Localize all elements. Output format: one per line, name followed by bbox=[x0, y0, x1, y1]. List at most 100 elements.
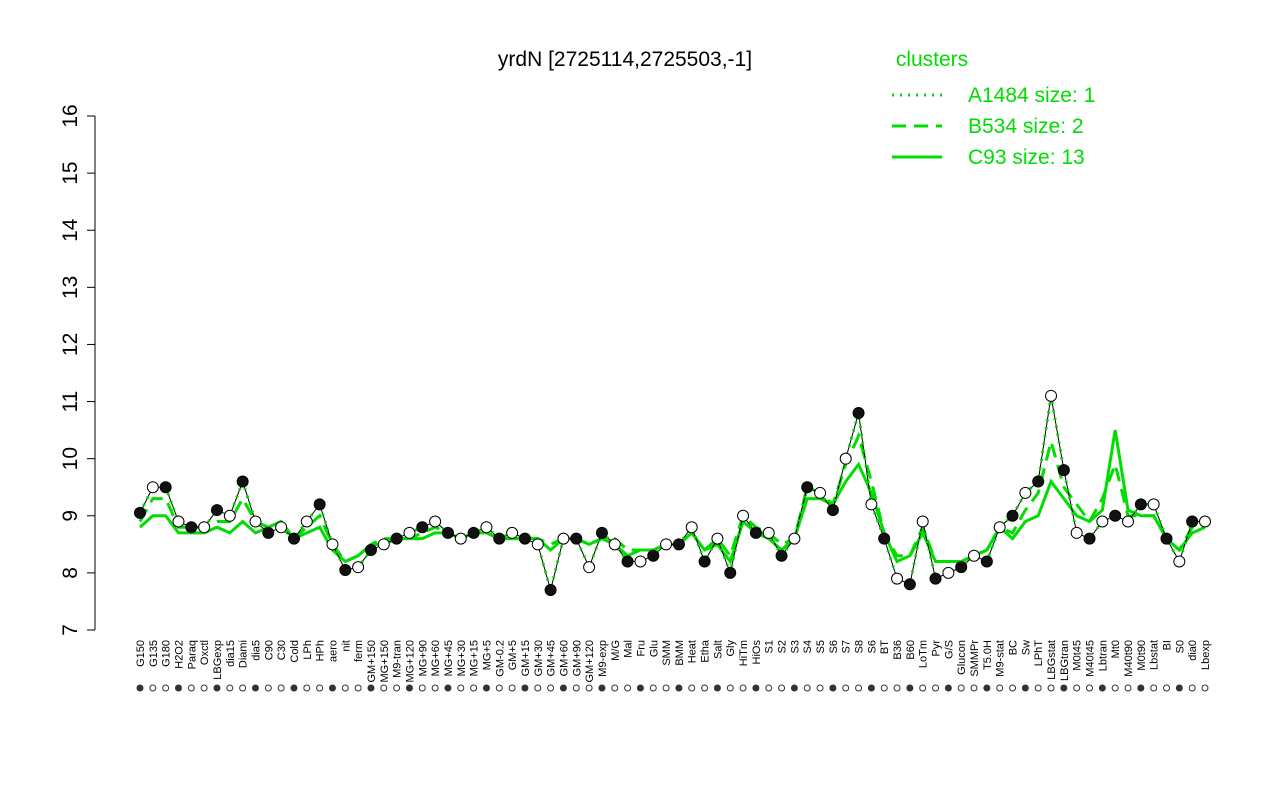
category-dot bbox=[957, 684, 965, 692]
point bbox=[506, 526, 519, 539]
cluster-line bbox=[138, 431, 1206, 564]
category-dot bbox=[1034, 684, 1042, 692]
point bbox=[185, 521, 198, 534]
point bbox=[749, 526, 762, 539]
point bbox=[441, 526, 454, 539]
category-dot bbox=[187, 684, 195, 692]
x-tick-label: HiTm bbox=[738, 640, 750, 666]
category-dot bbox=[521, 684, 529, 692]
x-tick-label: S8 bbox=[854, 640, 866, 653]
point bbox=[300, 515, 313, 528]
category-dot bbox=[470, 684, 478, 692]
category-dot bbox=[495, 684, 503, 692]
x-tick-label: GM-0.2 bbox=[494, 640, 506, 677]
point bbox=[134, 506, 146, 519]
x-tick-label: BMM bbox=[674, 640, 686, 666]
x-tick-label: S4 bbox=[802, 640, 814, 653]
x-tick-label: Lbtran bbox=[1097, 640, 1109, 671]
x-tick-label: M9-exp bbox=[597, 640, 609, 677]
x-tick-label: M40t90 bbox=[1123, 640, 1135, 677]
category-dot bbox=[624, 684, 632, 692]
category-dot bbox=[444, 684, 452, 692]
point bbox=[814, 486, 827, 499]
category-dot bbox=[1073, 684, 1081, 692]
category-dot bbox=[970, 684, 978, 692]
category-dot bbox=[855, 684, 863, 692]
category-dot bbox=[842, 684, 850, 692]
point bbox=[518, 532, 531, 545]
x-tick-label: LoTm bbox=[918, 640, 930, 668]
point bbox=[788, 532, 801, 545]
category-dot bbox=[790, 684, 798, 692]
chart-title: yrdN [2725114,2725503,-1] bbox=[498, 48, 752, 71]
point bbox=[1134, 498, 1147, 511]
x-tick-label: M9-stat bbox=[995, 640, 1007, 677]
point bbox=[916, 515, 929, 528]
category-dot bbox=[149, 684, 157, 692]
category-dot bbox=[393, 684, 401, 692]
category-dot bbox=[778, 684, 786, 692]
point bbox=[326, 538, 339, 551]
point bbox=[1173, 555, 1186, 568]
x-tick-label: Mal bbox=[623, 640, 635, 658]
category-dot bbox=[1201, 684, 1209, 692]
category-dot bbox=[405, 684, 413, 692]
category-dot bbox=[701, 684, 709, 692]
point bbox=[672, 538, 685, 551]
point bbox=[159, 481, 172, 494]
point bbox=[313, 498, 326, 511]
y-tick-label: 15 bbox=[59, 161, 82, 184]
x-tick-label: S6 bbox=[866, 640, 878, 653]
point bbox=[621, 555, 634, 568]
point bbox=[146, 481, 159, 494]
category-dot bbox=[752, 684, 760, 692]
x-tick-label: GM+15 bbox=[520, 640, 532, 676]
point bbox=[1083, 532, 1096, 545]
x-tick-label: T5.0H bbox=[982, 640, 994, 670]
category-dot bbox=[1163, 684, 1171, 692]
point bbox=[275, 521, 288, 534]
point bbox=[724, 566, 737, 579]
category-dot bbox=[1188, 684, 1196, 692]
x-tick-label: GM+45 bbox=[546, 640, 558, 676]
x-tick-label: MG+60 bbox=[430, 640, 442, 676]
point bbox=[647, 549, 660, 562]
point bbox=[583, 561, 596, 574]
x-tick-label: Diami bbox=[238, 640, 250, 668]
category-dot bbox=[932, 684, 940, 692]
x-tick-label: dia0 bbox=[1187, 640, 1199, 661]
x-tick-label: LPh bbox=[302, 640, 314, 660]
category-dot bbox=[1111, 684, 1119, 692]
category-dot bbox=[1009, 684, 1017, 692]
x-tick-label: MG+150 bbox=[379, 640, 391, 683]
x-tick-label: GM+5 bbox=[507, 640, 519, 670]
category-dot bbox=[354, 684, 362, 692]
category-dot bbox=[418, 684, 426, 692]
point bbox=[1147, 498, 1160, 511]
category-dot bbox=[341, 684, 349, 692]
category-dot bbox=[251, 684, 259, 692]
y-tick-label: 9 bbox=[59, 510, 82, 522]
point bbox=[1045, 389, 1058, 402]
category-dot bbox=[726, 684, 734, 692]
category-dot bbox=[803, 684, 811, 692]
x-tick-label: BI bbox=[1162, 640, 1174, 650]
category-dot bbox=[713, 684, 721, 692]
x-tick-label: MG+90 bbox=[417, 640, 429, 676]
x-tick-label: ferm bbox=[353, 640, 365, 662]
category-dot bbox=[675, 684, 683, 692]
category-dot bbox=[893, 684, 901, 692]
category-dot bbox=[482, 684, 490, 692]
point bbox=[416, 521, 429, 534]
point bbox=[1057, 464, 1070, 477]
x-tick-label: Glucon bbox=[956, 640, 968, 675]
point bbox=[775, 549, 788, 562]
x-tick-label: LBGexp bbox=[212, 640, 224, 680]
x-tick-label: S1 bbox=[764, 640, 776, 653]
point bbox=[762, 526, 775, 539]
x-tick-label: G150 bbox=[135, 640, 147, 667]
point bbox=[891, 572, 904, 585]
point bbox=[352, 561, 365, 574]
x-tick-label: Glu bbox=[648, 640, 660, 657]
